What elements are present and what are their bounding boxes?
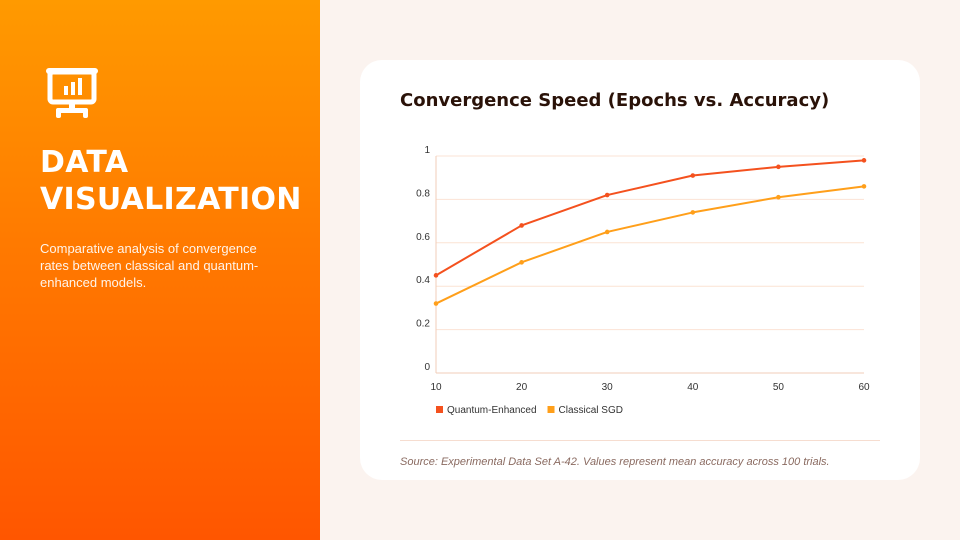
legend-label: Quantum-Enhanced — [447, 405, 537, 416]
x-tick-label: 40 — [687, 382, 699, 393]
y-tick-label: 0.4 — [416, 275, 430, 286]
data-point — [861, 158, 867, 163]
data-point — [861, 184, 867, 189]
legend-label: Classical SGD — [559, 405, 623, 416]
section-description: Comparative analysis of convergence rate… — [40, 241, 259, 290]
presentation-chart-icon — [46, 68, 98, 118]
chart-title: Convergence Speed (Epochs vs. Accuracy) — [400, 90, 830, 111]
data-point — [604, 229, 610, 235]
series-line-0 — [435, 159, 865, 277]
section-title-line2: VISUALIZATION — [40, 182, 302, 217]
data-point — [776, 194, 781, 200]
source-note: Source: Experimental Data Set A-42. Valu… — [400, 456, 830, 468]
data-point — [519, 260, 524, 265]
legend-swatch — [547, 406, 555, 413]
legend-swatch — [436, 406, 443, 413]
x-tick-label: 20 — [516, 382, 528, 393]
data-point — [690, 210, 696, 215]
axis-layer: 0 0.2 0.4 0.6 0.8 1 10 20 30 40 50 60 — [416, 145, 870, 393]
x-tick-label: 30 — [602, 382, 614, 393]
y-tick-label: 0.6 — [416, 232, 430, 243]
x-tick-label: 50 — [773, 382, 785, 393]
data-point — [776, 164, 781, 170]
data-point — [604, 192, 610, 198]
data-point — [690, 173, 696, 178]
y-tick-label: 0.8 — [416, 188, 430, 199]
divider — [400, 440, 880, 441]
y-tick-label: 1 — [424, 145, 430, 156]
series-line-1 — [435, 185, 865, 305]
legend-layer: Quantum-Enhanced Classical SGD — [436, 405, 623, 416]
grid-layer — [436, 155, 864, 331]
series-layer — [433, 158, 867, 306]
y-tick-label: 0 — [424, 362, 430, 373]
data-point — [433, 273, 439, 278]
y-tick-label: 0.2 — [416, 319, 430, 330]
section-title-line1: DATA — [40, 145, 129, 180]
line-chart: 0 0.2 0.4 0.6 0.8 1 10 20 30 40 50 60 Quantum-Enhan… — [416, 145, 870, 416]
x-tick-label: 60 — [858, 382, 870, 393]
chart-card: 0 0.2 0.4 0.6 0.8 1 10 20 30 40 50 60 Quantum-Enhan… — [360, 60, 920, 480]
section-title: DATA VISUALIZATION — [40, 144, 310, 218]
data-point — [519, 223, 524, 228]
x-tick-label: 10 — [430, 382, 442, 393]
data-point — [433, 301, 439, 306]
sidebar-panel: DATA VISUALIZATION Comparative analysis … — [0, 0, 320, 540]
